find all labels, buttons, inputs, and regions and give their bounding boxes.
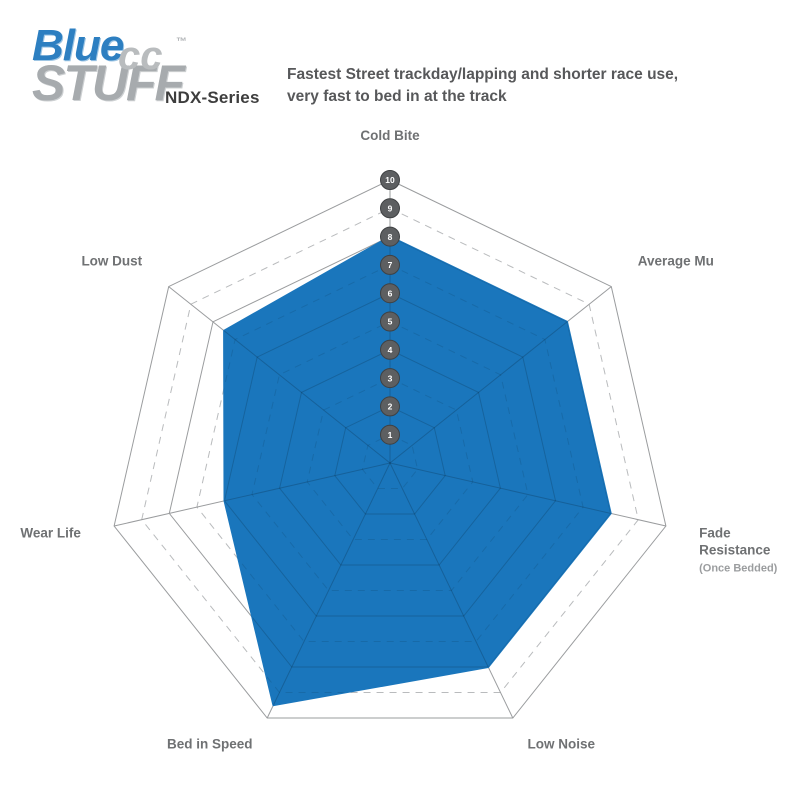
scale-marker-label-3: 3 — [388, 373, 393, 383]
axis-label-low-dust: Low Dust — [81, 253, 142, 268]
scale-marker-label-5: 5 — [388, 317, 393, 327]
axis-labels: Cold Bite Average Mu Fade Resistance (Once B… — [20, 128, 777, 752]
grid-ring-overlay-3 — [306, 377, 474, 540]
axis-label-sub-fade-resistance: (Once Bedded) — [699, 563, 778, 575]
grid-ring-overlay-2 — [334, 405, 446, 515]
scale-marker-dot-5 — [380, 311, 400, 332]
scale-marker-dot-2 — [380, 396, 400, 417]
scale-marker-label-1: 1 — [388, 430, 393, 440]
axis-label-bed-in-speed: Bed in Speed — [167, 737, 253, 752]
scale-marker-9: 9 — [380, 198, 400, 219]
axis-label-text-average-mu: Average Mu — [638, 253, 714, 268]
scale-marker-dot-6 — [380, 283, 400, 304]
axis-label-text-low-dust: Low Dust — [81, 253, 142, 268]
series-name: NDX-Series — [165, 88, 260, 107]
scale-marker-dot-1 — [380, 424, 400, 445]
axis-label-text-bed-in-speed: Bed in Speed — [167, 737, 253, 752]
axis-label-text-cold-bite: Cold Bite — [360, 128, 420, 143]
grid-ring-overlay-7 — [224, 264, 584, 642]
scale-marker-7: 7 — [380, 254, 400, 275]
axis-label-fade-resistance: Fade Resistance (Once Bedded) — [699, 526, 778, 575]
grid-ring-overlay-8 — [224, 236, 611, 668]
scale-marker-8: 8 — [380, 226, 400, 247]
logo-cc-word: cc — [118, 34, 163, 78]
scale-marker-label-6: 6 — [388, 288, 393, 298]
scale-marker-label-8: 8 — [388, 232, 393, 242]
header: STUFF Blue cc ™ NDX-Series Fastest Stree… — [0, 0, 800, 130]
trademark-icon: ™ — [176, 36, 187, 48]
axis-label-average-mu: Average Mu — [638, 253, 714, 268]
axis-spoke-overlay-wear-life — [224, 462, 391, 527]
scale-marker-label-9: 9 — [388, 204, 393, 214]
scale-marker-dot-7 — [380, 254, 400, 275]
axis-label-text-low-noise: Low Noise — [528, 737, 596, 752]
grid-ring-10 — [113, 179, 667, 719]
axis-spoke-overlay-bed-in-speed — [266, 462, 391, 706]
grid-ring-overlay-6 — [224, 292, 557, 617]
axis-label-text-fade-resistance: Fade — [699, 526, 731, 541]
grid-ring-overlay-1 — [361, 434, 419, 489]
axis-spoke-overlay-fade-resistance — [389, 462, 611, 527]
tagline-text: Fastest Street trackday/lapping and shor… — [287, 66, 679, 105]
scale-marker-label-4: 4 — [388, 345, 393, 355]
axis-spoke-overlay-low-dust — [224, 286, 391, 464]
grid-ring-overlay-5 — [251, 320, 529, 591]
scale-marker-label-10: 10 — [385, 175, 395, 185]
scale-marker-dot-10 — [380, 170, 400, 190]
axis-label-wear-life: Wear Life — [20, 526, 81, 541]
scale-marker-6: 6 — [380, 283, 400, 304]
scale-marker-10: 10 — [380, 170, 400, 190]
scale-marker-1: 1 — [380, 424, 400, 445]
logo-stuff-word: STUFF — [32, 55, 185, 111]
scale-marker-dot-4 — [380, 339, 400, 360]
grid-ring-overlay-4 — [279, 349, 501, 566]
axis-label-text-wear-life: Wear Life — [20, 526, 81, 541]
scale-marker-dot-8 — [380, 226, 400, 247]
radar-chart: 10 9 8 7 6 5 4 3 2 1 Cold Bite Average Mu Fade Resis… — [0, 118, 800, 778]
scale-marker-4: 4 — [380, 339, 400, 360]
bluestuff-logo: STUFF Blue cc ™ — [26, 21, 187, 116]
axis-label-low-noise: Low Noise — [528, 737, 596, 752]
scale-marker-3: 3 — [380, 368, 400, 389]
scale-marker-dot-9 — [380, 198, 400, 219]
logo-blue-word: Blue — [32, 21, 124, 70]
scale-marker-label-7: 7 — [388, 260, 393, 270]
scale-marker-5: 5 — [380, 311, 400, 332]
series-polygon-ndx — [223, 235, 612, 707]
scale-marker-label-2: 2 — [388, 402, 393, 412]
axis-label-text2-fade-resistance: Resistance — [699, 543, 771, 558]
grid-ring-9 — [141, 207, 639, 693]
scale-tick-markers: 10 9 8 7 6 5 4 3 2 1 — [380, 170, 400, 445]
scale-marker-2: 2 — [380, 396, 400, 417]
axis-label-cold-bite: Cold Bite — [360, 128, 420, 143]
scale-marker-dot-3 — [380, 368, 400, 389]
radar-chart-svg: 10 9 8 7 6 5 4 3 2 1 Cold Bite Average Mu Fade Resis… — [20, 128, 777, 752]
